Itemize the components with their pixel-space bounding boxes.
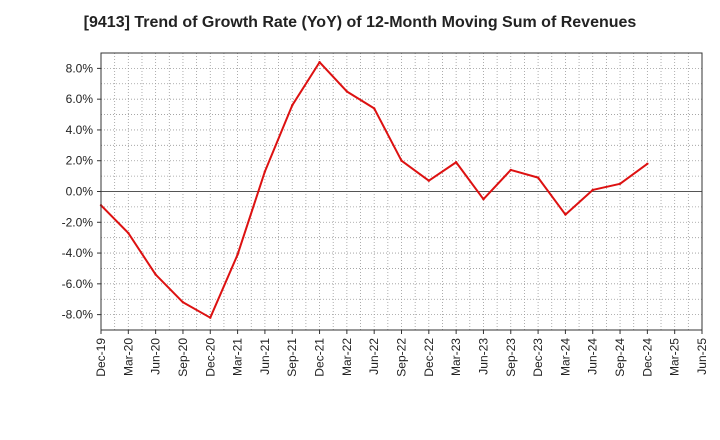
data-point xyxy=(372,107,376,110)
data-point xyxy=(127,231,130,235)
y-tick-label: -2.0% xyxy=(62,215,94,229)
y-tick-label: -4.0% xyxy=(62,246,94,260)
y-tick-label: 4.0% xyxy=(66,123,94,137)
x-tick-label: Dec-23 xyxy=(531,338,545,377)
data-point xyxy=(454,161,458,164)
x-tick-label: Dec-22 xyxy=(422,338,436,377)
x-tick-label: Mar-25 xyxy=(668,338,682,376)
y-tick-label: 0.0% xyxy=(66,185,94,199)
x-tick-label: Jun-21 xyxy=(258,338,272,375)
x-tick-label: Mar-23 xyxy=(449,338,463,376)
y-tick-label: -8.0% xyxy=(62,308,94,322)
y-tick-label: 6.0% xyxy=(66,92,94,106)
x-tick-label: Jun-22 xyxy=(367,338,381,375)
x-tick-label: Sep-22 xyxy=(395,338,409,377)
data-point xyxy=(291,104,294,107)
data-point xyxy=(482,197,485,201)
x-tick-label: Dec-20 xyxy=(203,338,217,377)
chart-title: [9413] Trend of Growth Rate (YoY) of 12-… xyxy=(83,14,637,31)
axis-layer: -8.0% -6.0% -4.0% -2.0% 0.0% 2.0% 4.0% 6.0% 8.0%… xyxy=(62,52,709,377)
x-tick-label: Dec-21 xyxy=(313,338,327,377)
data-point xyxy=(618,182,622,186)
y-tick-label: -6.0% xyxy=(62,277,94,291)
x-tick-label: Mar-20 xyxy=(121,338,135,376)
data-point xyxy=(181,301,185,304)
data-point xyxy=(564,213,567,216)
data-point xyxy=(509,168,512,172)
data-point xyxy=(400,159,403,162)
data-point xyxy=(263,170,267,173)
data-point xyxy=(427,179,431,182)
data-point xyxy=(536,176,540,179)
x-tick-label: Sep-23 xyxy=(504,338,518,377)
x-tick-label: Dec-19 xyxy=(94,338,108,377)
x-tick-label: Dec-24 xyxy=(640,338,654,377)
data-point xyxy=(345,90,349,93)
data-point xyxy=(154,273,157,276)
x-tick-label: Sep-24 xyxy=(613,338,627,377)
y-tick-label: 2.0% xyxy=(66,154,94,168)
y-tick-label: 8.0% xyxy=(66,61,94,75)
series-line xyxy=(100,61,648,319)
data-point xyxy=(318,61,321,64)
x-tick-label: Sep-20 xyxy=(176,338,190,377)
data-point xyxy=(646,162,649,165)
x-tick-label: Jun-24 xyxy=(586,338,600,375)
x-tick-label: Mar-24 xyxy=(558,338,572,376)
data-point xyxy=(236,253,239,256)
data-point xyxy=(591,188,594,192)
x-tick-label: Mar-21 xyxy=(231,338,245,376)
data-point xyxy=(209,316,212,319)
x-tick-label: Jun-25 xyxy=(695,338,709,375)
x-tick-label: Mar-22 xyxy=(340,338,354,376)
x-tick-label: Sep-21 xyxy=(285,338,299,377)
x-tick-label: Jun-20 xyxy=(149,338,163,375)
series-layer xyxy=(99,61,649,319)
x-tick-label: Jun-23 xyxy=(476,338,490,375)
